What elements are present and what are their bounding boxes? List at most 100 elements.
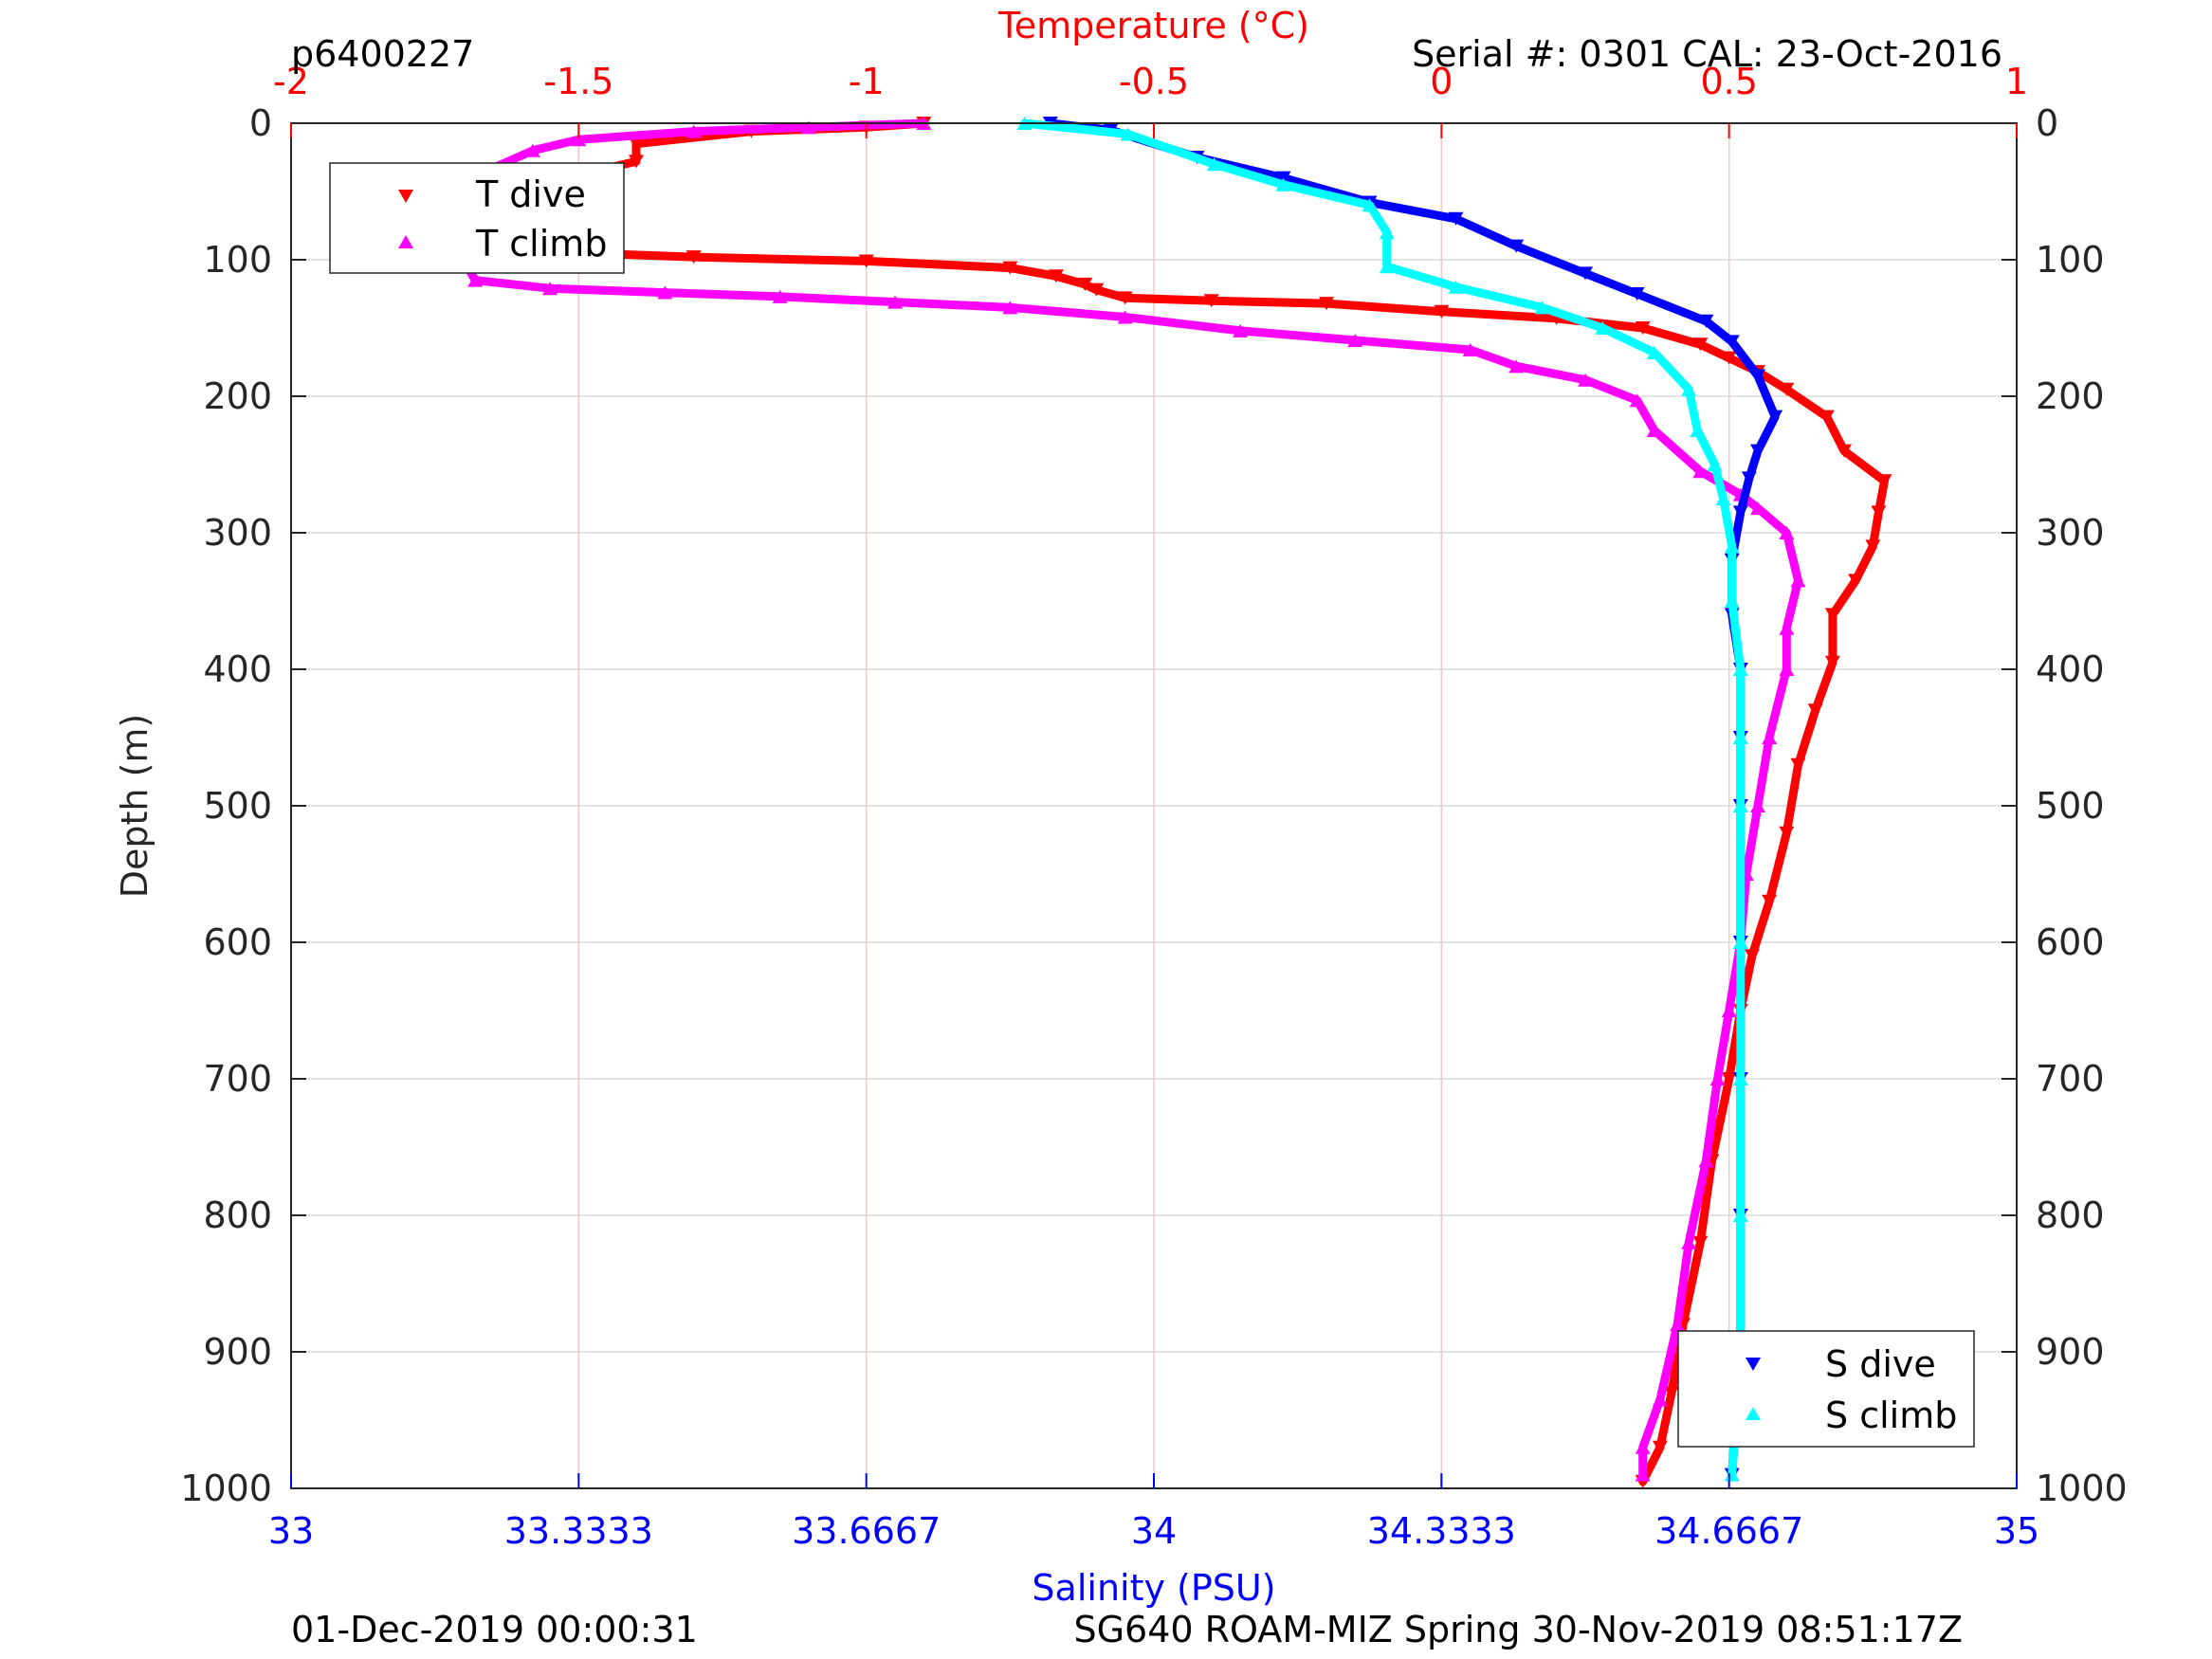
data-point bbox=[1750, 501, 1765, 516]
data-point bbox=[1508, 359, 1525, 374]
data-point bbox=[1379, 226, 1395, 240]
serial-cal-info: Serial #: 0301 CAL: 23-Oct-2016 bbox=[1412, 33, 2002, 75]
x-axis-bottom-label: Salinity (PSU) bbox=[1032, 1567, 1275, 1609]
y-tick-left-label: 0 bbox=[249, 102, 272, 144]
data-point bbox=[1750, 369, 1765, 383]
footer-mission: SG640 ROAM-MIZ Spring 30-Nov-2019 08:51:… bbox=[1073, 1609, 1963, 1650]
data-point bbox=[1681, 1235, 1697, 1249]
data-point bbox=[1721, 351, 1737, 365]
data-point bbox=[1698, 1154, 1714, 1168]
data-point bbox=[1595, 321, 1611, 335]
data-point bbox=[1646, 424, 1662, 437]
y-tick-left-label: 400 bbox=[203, 648, 272, 690]
data-point bbox=[1732, 1209, 1748, 1222]
data-point bbox=[1790, 574, 1806, 588]
data-point bbox=[1448, 280, 1464, 294]
y-tick-right-label: 100 bbox=[2036, 239, 2105, 281]
y-axis-left: 0 100 200 300 400 500 600 700 800 900 1000 bbox=[180, 102, 306, 1509]
data-point bbox=[1732, 663, 1748, 676]
data-point bbox=[1275, 171, 1291, 185]
data-point bbox=[1779, 663, 1795, 676]
x-top-tick-label: -1.5 bbox=[543, 61, 613, 102]
legend-t-climb-label: T climb bbox=[475, 223, 607, 264]
data-point bbox=[1707, 458, 1723, 471]
data-point bbox=[1635, 1468, 1651, 1482]
data-point bbox=[1077, 277, 1093, 291]
data-point bbox=[1732, 731, 1748, 744]
data-point bbox=[1347, 333, 1363, 347]
data-point bbox=[1732, 1072, 1748, 1085]
legend-s-dive-marker bbox=[1746, 1358, 1761, 1371]
data-point bbox=[1824, 608, 1840, 622]
data-point bbox=[887, 295, 903, 309]
data-point bbox=[686, 250, 702, 264]
data-point bbox=[657, 285, 673, 300]
data-point bbox=[1670, 1318, 1686, 1332]
x-bottom-tick-label: 33.6667 bbox=[792, 1510, 941, 1552]
data-point bbox=[1203, 294, 1219, 308]
data-point bbox=[1750, 444, 1765, 458]
data-point bbox=[1206, 157, 1222, 172]
data-point bbox=[1578, 266, 1593, 281]
legend-t-dive-marker bbox=[398, 190, 413, 203]
data-point bbox=[1744, 949, 1760, 963]
x-top-tick-label: 0 bbox=[1430, 61, 1453, 102]
data-point bbox=[1002, 261, 1018, 275]
x-bottom-tick-label: 34.3333 bbox=[1367, 1510, 1516, 1552]
data-point bbox=[1692, 1235, 1709, 1249]
y-tick-left-label: 1000 bbox=[180, 1468, 272, 1509]
y-tick-left-label: 600 bbox=[203, 921, 272, 963]
data-point bbox=[1578, 373, 1593, 387]
legend-s-dive-label: S dive bbox=[1825, 1343, 1936, 1385]
data-point bbox=[1088, 283, 1105, 297]
data-point bbox=[1724, 594, 1740, 608]
data-point bbox=[1120, 127, 1136, 141]
data-point bbox=[1732, 936, 1748, 949]
y-axis-right: 0 100 200 300 400 500 600 700 800 900 1000 bbox=[2002, 102, 2128, 1509]
x-top-tick-label: -0.5 bbox=[1119, 61, 1189, 102]
data-point bbox=[1379, 260, 1395, 274]
data-point bbox=[686, 124, 702, 138]
data-point bbox=[1362, 198, 1378, 212]
data-point bbox=[1646, 345, 1662, 359]
y-tick-right-label: 700 bbox=[2036, 1058, 2105, 1100]
data-point bbox=[1762, 894, 1778, 908]
data-point bbox=[1275, 177, 1291, 191]
data-point bbox=[1750, 799, 1765, 812]
data-point bbox=[1871, 505, 1887, 520]
y-tick-right-label: 0 bbox=[2036, 102, 2058, 144]
data-point bbox=[1692, 465, 1709, 479]
y-tick-right-label: 1000 bbox=[2036, 1468, 2128, 1509]
legend-s-climb-marker bbox=[1746, 1407, 1761, 1420]
x-axis-top-label: Temperature (°C) bbox=[997, 5, 1309, 46]
legend-t-dive-label: T dive bbox=[475, 173, 586, 215]
legend-salinity-box bbox=[1677, 1330, 1975, 1448]
data-point bbox=[1629, 287, 1645, 301]
data-point bbox=[772, 289, 788, 303]
data-point bbox=[1629, 393, 1645, 408]
data-point bbox=[1824, 655, 1840, 669]
y-tick-right-label: 900 bbox=[2036, 1331, 2105, 1373]
data-point bbox=[1692, 337, 1709, 352]
y-tick-right-label: 800 bbox=[2036, 1194, 2105, 1236]
y-tick-left-label: 100 bbox=[203, 239, 272, 281]
data-point bbox=[801, 120, 816, 135]
x-axis-bottom: 33 33.3333 33.6667 34 34.3333 34.6667 35 bbox=[268, 1473, 2039, 1552]
legend-s-climb-label: S climb bbox=[1825, 1395, 1957, 1436]
data-point bbox=[1117, 310, 1133, 324]
legend-temperature-box bbox=[329, 162, 625, 274]
legend-t-climb-marker bbox=[398, 235, 413, 248]
y-tick-left-label: 800 bbox=[203, 1194, 272, 1236]
x-top-tick-label: 0.5 bbox=[1700, 61, 1757, 102]
data-point bbox=[1664, 1386, 1679, 1400]
profile-id: p6400227 bbox=[291, 33, 474, 75]
data-point bbox=[1762, 731, 1778, 744]
data-point bbox=[1048, 269, 1064, 283]
y-tick-right-label: 500 bbox=[2036, 785, 2105, 827]
x-axis-top: -2 -1.5 -1 -0.5 0 0.5 1 bbox=[273, 61, 2028, 138]
series-s-climb bbox=[1016, 117, 1748, 1482]
x-bottom-tick-label: 33 bbox=[268, 1510, 314, 1552]
data-point bbox=[1767, 410, 1783, 424]
data-point bbox=[1819, 410, 1835, 424]
